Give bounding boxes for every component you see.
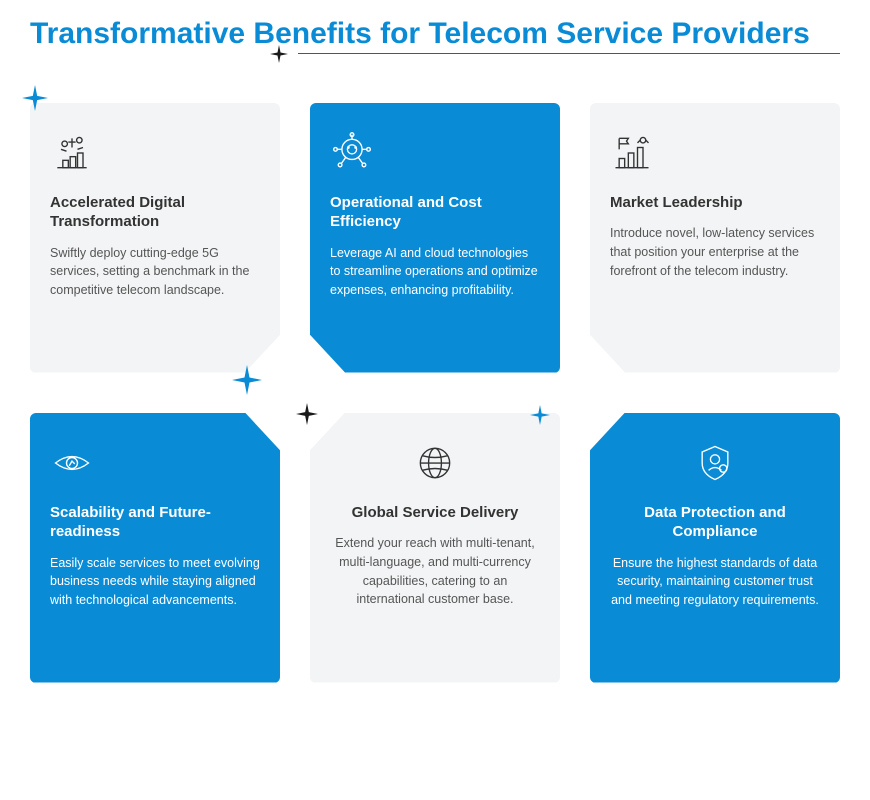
- card-title: Data Protection and Compliance: [610, 503, 820, 542]
- card-body: Easily scale services to meet evolving b…: [50, 554, 260, 610]
- grid-wrapper: Accelerated Digital Transformation Swift…: [30, 103, 840, 683]
- shield-icon: [610, 438, 820, 488]
- leadership-icon: [610, 128, 820, 178]
- card-body: Ensure the highest standards of data sec…: [610, 554, 820, 610]
- benefits-grid: Accelerated Digital Transformation Swift…: [30, 103, 840, 683]
- benefit-card: Scalability and Future-readiness Easily …: [30, 413, 280, 683]
- globe-icon: [330, 438, 540, 488]
- sparkle-icon: [270, 45, 288, 63]
- sparkle-icon: [22, 85, 48, 116]
- sparkle-icon: [296, 403, 318, 430]
- benefit-card: Accelerated Digital Transformation Swift…: [30, 103, 280, 373]
- card-body: Extend your reach with multi-tenant, mul…: [330, 534, 540, 609]
- benefit-card: Data Protection and Compliance Ensure th…: [590, 413, 840, 683]
- growth-icon: [50, 128, 260, 178]
- card-title: Global Service Delivery: [330, 503, 540, 523]
- card-body: Leverage AI and cloud technologies to st…: [330, 244, 540, 300]
- sparkle-icon: [232, 365, 262, 400]
- card-body: Swiftly deploy cutting-edge 5G services,…: [50, 244, 260, 300]
- card-title: Accelerated Digital Transformation: [50, 193, 260, 232]
- title-divider-line: [298, 53, 840, 54]
- card-title: Market Leadership: [610, 193, 820, 213]
- benefit-card: Operational and Cost Efficiency Leverage…: [310, 103, 560, 373]
- card-body: Introduce novel, low-latency services th…: [610, 224, 820, 280]
- sparkle-icon: [530, 405, 550, 430]
- card-title: Operational and Cost Efficiency: [330, 193, 540, 232]
- title-section: Transformative Benefits for Telecom Serv…: [30, 15, 840, 63]
- benefit-card: Market Leadership Introduce novel, low-l…: [590, 103, 840, 373]
- eye-icon: [50, 438, 260, 488]
- benefit-card: Global Service Delivery Extend your reac…: [310, 413, 560, 683]
- page-title: Transformative Benefits for Telecom Serv…: [30, 15, 840, 53]
- card-title: Scalability and Future-readiness: [50, 503, 260, 542]
- ai-head-icon: [330, 128, 540, 178]
